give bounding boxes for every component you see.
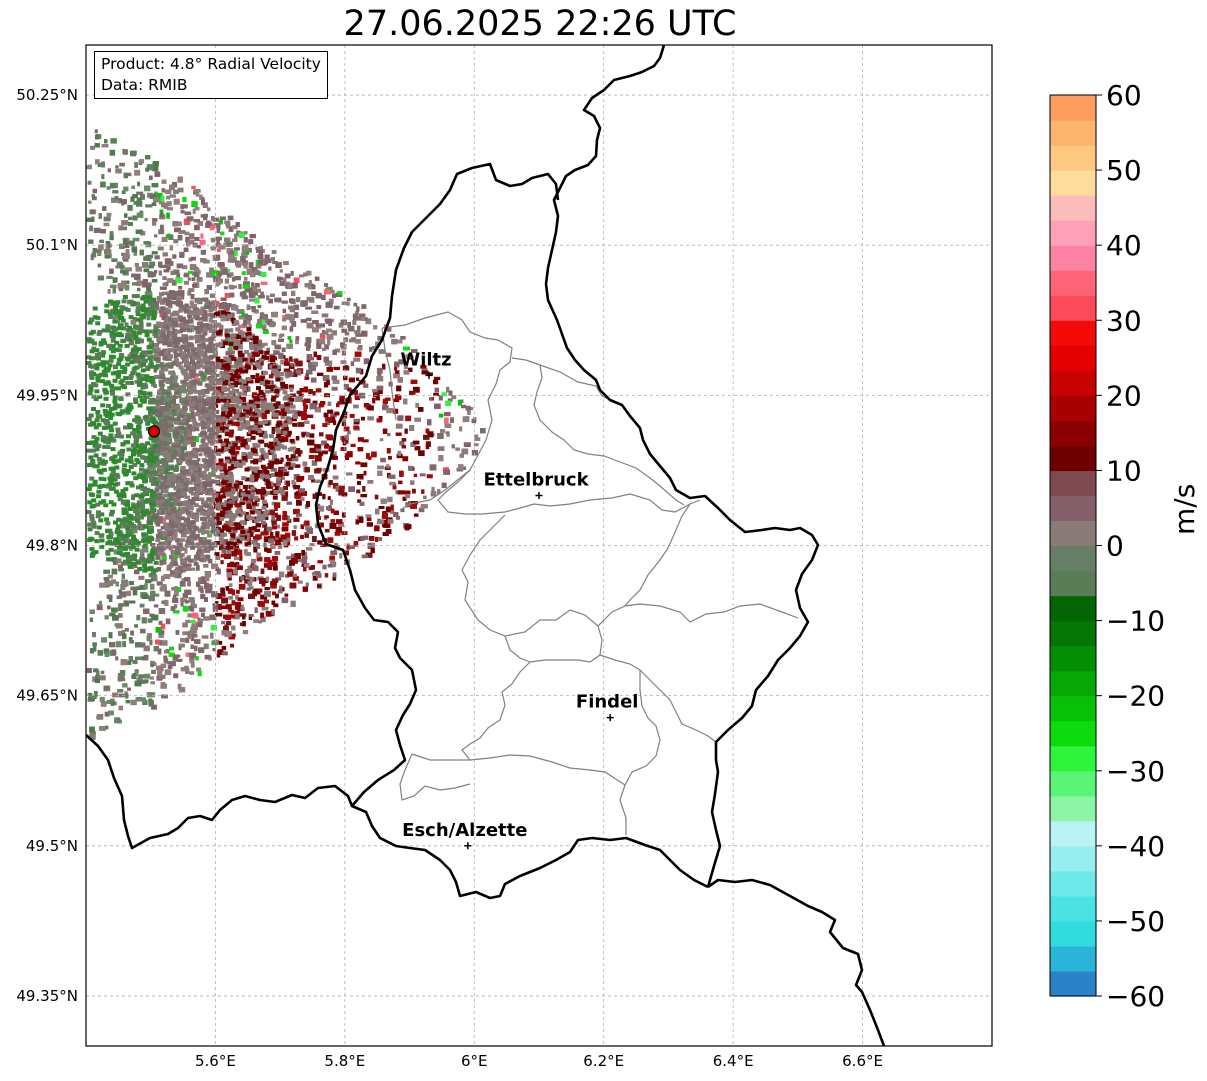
colorbar-tick-label: 50 bbox=[1106, 154, 1142, 187]
colorbar-segment bbox=[1050, 120, 1096, 146]
colorbar-segment bbox=[1050, 795, 1096, 822]
colorbar-segment bbox=[1050, 370, 1096, 396]
colorbar-segment bbox=[1050, 545, 1096, 572]
city-label: Ettelbruck bbox=[483, 469, 589, 490]
colorbar-tick-label: −60 bbox=[1106, 980, 1165, 1013]
colorbar-segment bbox=[1050, 395, 1096, 421]
colorbar-segment bbox=[1050, 895, 1096, 922]
map-title: 27.06.2025 22:26 UTC bbox=[343, 4, 737, 44]
colorbar-segment bbox=[1050, 695, 1096, 722]
x-tick-label: 6.6°E bbox=[842, 1052, 883, 1070]
colorbar-segment bbox=[1050, 95, 1096, 121]
colorbar-segment bbox=[1050, 445, 1096, 472]
colorbar-tick-label: −20 bbox=[1106, 680, 1165, 713]
colorbar-segment bbox=[1050, 970, 1096, 997]
colorbar-segment bbox=[1050, 245, 1096, 271]
colorbar-ticks: 60 50 40 30 20 10 0 −10 −20 −30 −40 −50 −60 bbox=[1096, 79, 1165, 1013]
colorbar-segment bbox=[1050, 295, 1096, 321]
x-tick-label: 6°E bbox=[461, 1052, 488, 1070]
colorbar-segment bbox=[1050, 420, 1096, 446]
y-tick-label: 49.8°N bbox=[26, 537, 78, 555]
y-tick-label: 49.65°N bbox=[16, 687, 78, 705]
colorbar-segment bbox=[1050, 220, 1096, 246]
colorbar-segment bbox=[1050, 670, 1096, 697]
colorbar-segment bbox=[1050, 570, 1096, 597]
city-marker bbox=[425, 371, 433, 379]
colorbar-tick-label: −50 bbox=[1106, 905, 1165, 938]
colorbar-tick-label: 60 bbox=[1106, 79, 1142, 112]
colorbar-segment bbox=[1050, 345, 1096, 371]
city-marker bbox=[606, 714, 614, 722]
colorbar-segment bbox=[1050, 945, 1096, 972]
colorbar-segment bbox=[1050, 520, 1096, 547]
city-label: Findel bbox=[576, 692, 639, 713]
canton-borders bbox=[381, 311, 799, 835]
colorbar-tick-label: 20 bbox=[1106, 379, 1142, 412]
colorbar-segment bbox=[1050, 145, 1096, 171]
city-label: Esch/Alzette bbox=[402, 820, 527, 841]
colorbar-tick-label: 40 bbox=[1106, 229, 1142, 262]
x-tick-label: 6.4°E bbox=[713, 1052, 754, 1070]
colorbar-tick-label: 30 bbox=[1106, 304, 1142, 337]
product-label: Product: 4.8° Radial Velocity bbox=[101, 55, 321, 73]
colorbar-segment bbox=[1050, 720, 1096, 747]
y-tick-label: 50.25°N bbox=[16, 86, 78, 104]
colorbar-segment bbox=[1050, 170, 1096, 196]
city-marker bbox=[535, 491, 543, 499]
colorbar-segment bbox=[1050, 870, 1096, 897]
radar-echoes bbox=[86, 129, 486, 740]
y-axis-ticks: 50.25°N 50.1°N 49.95°N 49.8°N 49.65°N 49.5°N 4… bbox=[16, 86, 78, 1005]
colorbar-tick-label: −30 bbox=[1106, 755, 1165, 788]
colorbar-segment bbox=[1050, 920, 1096, 947]
colorbar-segment bbox=[1050, 320, 1096, 346]
x-tick-label: 6.2°E bbox=[583, 1052, 624, 1070]
x-axis-ticks: 5.6°E 5.8°E 6°E 6.2°E 6.4°E 6.6°E bbox=[195, 1052, 883, 1070]
colorbar-tick-label: 0 bbox=[1106, 530, 1124, 563]
country-borders bbox=[86, 45, 886, 1046]
colorbar-segment bbox=[1050, 495, 1096, 522]
plot-frame bbox=[85, 44, 993, 1047]
x-tick-label: 5.8°E bbox=[324, 1052, 365, 1070]
colorbar-segment bbox=[1050, 645, 1096, 672]
city-marker bbox=[464, 842, 472, 850]
city-labels: Wiltz Ettelbruck Findel Esch/Alzette bbox=[400, 349, 639, 850]
x-tick-label: 5.6°E bbox=[195, 1052, 236, 1070]
y-tick-label: 49.35°N bbox=[16, 987, 78, 1005]
colorbar-segment bbox=[1050, 270, 1096, 296]
colorbar-segment bbox=[1050, 595, 1096, 622]
colorbar-segment bbox=[1050, 745, 1096, 772]
city-label: Wiltz bbox=[400, 349, 451, 370]
colorbar-tick-label: 10 bbox=[1106, 454, 1142, 487]
product-info-box: Product: 4.8° Radial Velocity Data: RMIB bbox=[94, 51, 328, 99]
colorbar-unit-label: m/s bbox=[1168, 483, 1201, 535]
colorbar-segment bbox=[1050, 820, 1096, 847]
data-source-label: Data: RMIB bbox=[101, 76, 188, 94]
y-tick-label: 49.5°N bbox=[26, 837, 78, 855]
colorbar bbox=[1049, 94, 1097, 997]
colorbar-segment bbox=[1050, 620, 1096, 647]
colorbar-segment bbox=[1050, 470, 1096, 497]
colorbar-segment bbox=[1050, 770, 1096, 797]
colorbar-tick-label: −40 bbox=[1106, 830, 1165, 863]
colorbar-segment bbox=[1050, 195, 1096, 221]
y-tick-label: 49.95°N bbox=[16, 386, 78, 404]
colorbar-tick-label: −10 bbox=[1106, 605, 1165, 638]
y-tick-label: 50.1°N bbox=[26, 236, 78, 254]
colorbar-segment bbox=[1050, 845, 1096, 872]
radar-site-marker bbox=[147, 425, 161, 438]
